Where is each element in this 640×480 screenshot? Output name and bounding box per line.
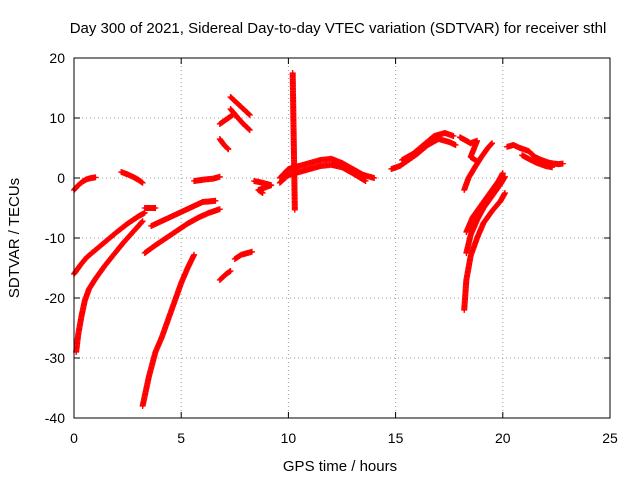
data-point [152, 205, 159, 211]
data-point [246, 127, 253, 133]
data-points [71, 70, 566, 409]
data-point [488, 141, 495, 147]
x-tick-label: 15 [388, 430, 404, 446]
data-point [499, 170, 506, 177]
data-point [224, 145, 231, 152]
data-point [138, 219, 145, 226]
series-arc-8h [251, 178, 275, 196]
data-point [216, 173, 223, 180]
series-arc-16h [399, 130, 457, 163]
series-arc-10h-b [276, 161, 369, 186]
y-tick-label: -10 [45, 230, 65, 246]
series-arc-21h [519, 152, 556, 171]
data-point [450, 133, 457, 139]
y-tick-label: 0 [57, 170, 65, 186]
series-arc-4h-rise [148, 197, 219, 229]
data-point [371, 175, 378, 181]
data-point [489, 140, 496, 147]
y-tick-label: -40 [45, 410, 65, 426]
series-arc-early-1 [71, 174, 99, 193]
data-point [216, 206, 223, 213]
series-arc-early-3 [73, 218, 146, 355]
series-arc-3h-rise [141, 206, 223, 256]
series-arc-3h-steep [139, 251, 198, 409]
series-arc-7h-top [227, 94, 253, 118]
data-point [452, 142, 459, 148]
data-point [559, 160, 566, 167]
axis-ticks: 0 5 10 15 20 25 -40 -30 -20 -10 0 10 20 [45, 50, 618, 446]
data-point [549, 164, 556, 171]
y-tick-label: -30 [45, 350, 65, 366]
y-tick-label: 10 [49, 110, 65, 126]
y-axis-label: SDTVAR / TECUs [6, 178, 23, 298]
x-tick-label: 10 [281, 430, 297, 446]
x-tick-label: 20 [495, 430, 511, 446]
x-axis-label: GPS time / hours [283, 458, 397, 475]
series-arc-18h-deep2 [463, 173, 508, 256]
data-point [501, 190, 508, 196]
grid-lines [74, 58, 610, 418]
y-tick-label: -20 [45, 290, 65, 306]
chart-title: Day 300 of 2021, Sidereal Day-to-day VTE… [70, 20, 607, 37]
series-arc-6h [191, 173, 223, 184]
series-arc-3h-mid [141, 205, 159, 211]
data-point [246, 112, 253, 118]
data-point [259, 190, 266, 196]
data-point [92, 174, 99, 181]
series-arc-7h-top2 [227, 106, 253, 133]
series-arc-18h-deep3 [463, 170, 506, 235]
series-arc-6h-low [216, 136, 232, 153]
data-point [362, 178, 369, 184]
data-point [191, 251, 198, 258]
data-point [246, 126, 253, 133]
series-arc-18h-drop [461, 140, 496, 193]
data-point [225, 146, 232, 153]
series-arc-early-2 [71, 209, 148, 277]
series-arc-10h-outlier [289, 70, 298, 213]
y-tick-label: 20 [49, 50, 65, 66]
data-point [212, 197, 219, 204]
x-tick-label: 0 [70, 430, 78, 446]
data-point [291, 206, 298, 213]
series-arc-20h [504, 142, 566, 168]
x-tick-label: 5 [177, 430, 185, 446]
series-arc-18h-deep [461, 190, 508, 313]
series-arc-7h-low [216, 268, 234, 283]
series-arc-7h-mid [231, 248, 255, 262]
data-point [246, 111, 253, 118]
data-point [227, 268, 234, 274]
data-point [139, 218, 146, 225]
series-arc-2h [118, 169, 146, 186]
data-point [248, 248, 255, 255]
x-tick-label: 25 [602, 430, 618, 446]
data-point [139, 179, 146, 186]
